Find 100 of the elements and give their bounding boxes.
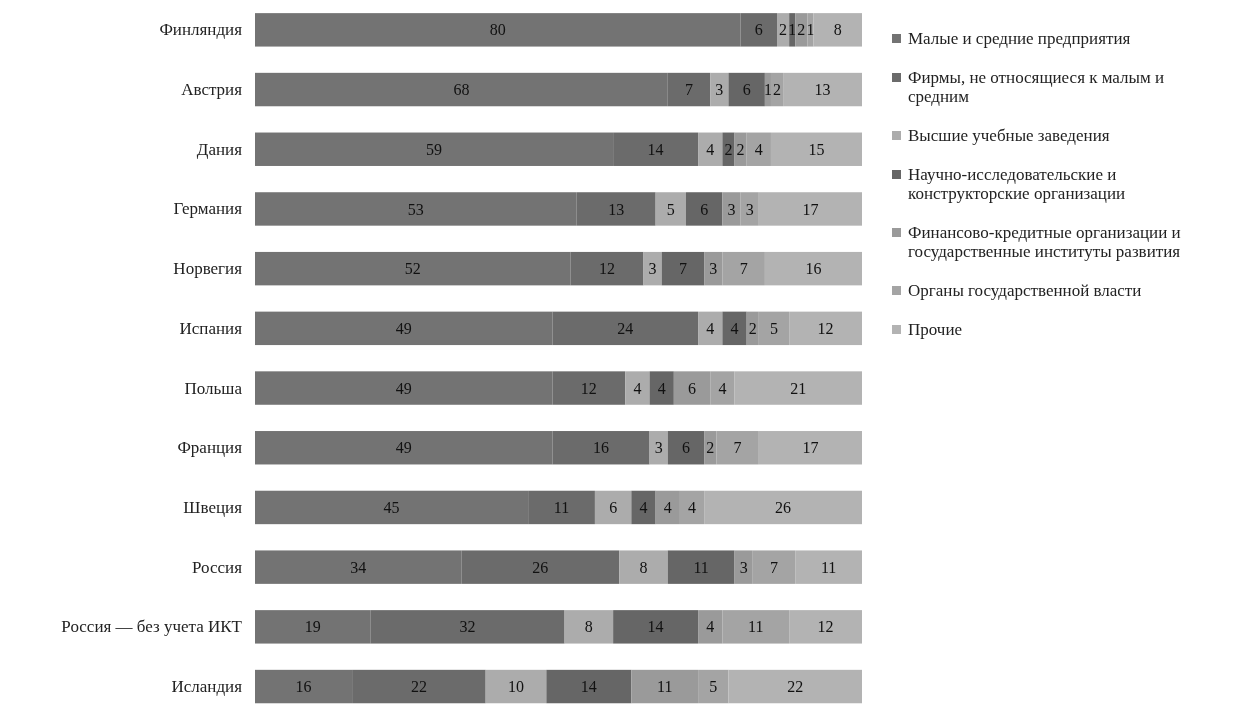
- data-label: 8: [833, 21, 842, 39]
- bar: [546, 669, 632, 704]
- bar: [789, 610, 862, 644]
- data-label: 7: [739, 260, 748, 278]
- bar: [698, 311, 723, 346]
- data-label: 80: [489, 21, 506, 39]
- data-label: 4: [706, 618, 715, 636]
- data-label: 3: [709, 260, 718, 278]
- bar: [655, 192, 686, 226]
- bar: [485, 669, 547, 704]
- y-tick-label: Испания: [179, 318, 243, 338]
- data-label: 4: [706, 319, 715, 337]
- data-label: 4: [754, 140, 763, 158]
- data-label: 26: [775, 499, 792, 517]
- y-tick-label: Дания: [196, 139, 243, 159]
- y-tick-label: Швеция: [183, 497, 243, 517]
- y-tick-label: Франция: [177, 438, 243, 458]
- data-label: 11: [693, 558, 709, 576]
- data-label: 4: [718, 379, 727, 397]
- y-tick-label: Норвегия: [173, 259, 243, 279]
- data-label: 5: [769, 319, 778, 337]
- data-label: 16: [592, 439, 609, 457]
- bar: [649, 371, 674, 405]
- data-label: 52: [404, 260, 421, 278]
- legend-label: Финансово-кредитные организации и государственные институты развития: [908, 223, 1181, 261]
- data-label: 26: [532, 558, 549, 576]
- data-label: 17: [802, 200, 819, 218]
- data-label: 7: [685, 81, 694, 99]
- data-label: 49: [395, 379, 412, 397]
- bar: [758, 431, 862, 465]
- y-tick-label: Финляндия: [159, 20, 243, 40]
- data-label: 12: [599, 260, 616, 278]
- data-label: 3: [739, 558, 748, 576]
- bar: [685, 192, 723, 226]
- data-label: 10: [508, 678, 525, 696]
- data-label: 2: [736, 140, 745, 158]
- data-label: 53: [407, 200, 424, 218]
- data-label: 49: [395, 439, 412, 457]
- bar: [783, 72, 862, 107]
- data-label: 11: [748, 618, 764, 636]
- data-label: 4: [663, 499, 672, 517]
- data-label: 14: [647, 618, 664, 636]
- bar: [758, 192, 862, 226]
- data-label: 11: [657, 678, 673, 696]
- data-label: 11: [820, 558, 837, 576]
- data-label: 16: [295, 678, 312, 696]
- bar: [764, 251, 862, 286]
- data-label: 6: [688, 379, 697, 397]
- data-label: 68: [453, 81, 470, 99]
- bar: [789, 311, 862, 346]
- data-label: 11: [553, 499, 570, 517]
- data-label: 13: [608, 200, 625, 218]
- y-tick-label: Австрия: [181, 79, 243, 99]
- bar: [667, 550, 735, 584]
- bar: [667, 431, 705, 465]
- data-label: 3: [727, 200, 736, 218]
- data-label: 6: [742, 81, 751, 99]
- data-label: 1: [788, 21, 797, 39]
- data-label: 2: [748, 319, 757, 337]
- legend-label: Научно-исследовательские и конструкторские организации: [908, 165, 1126, 203]
- data-label: 4: [706, 140, 715, 158]
- data-label: 2: [724, 140, 733, 158]
- data-label: 5: [709, 678, 718, 696]
- data-label: 8: [584, 618, 593, 636]
- data-label: 7: [733, 439, 742, 457]
- bar: [619, 550, 668, 584]
- data-label: 59: [426, 140, 443, 158]
- bar: [710, 72, 729, 107]
- data-label: 49: [395, 319, 412, 337]
- data-label: 4: [639, 499, 648, 517]
- data-label: 24: [617, 319, 634, 337]
- legend-label: Малые и средние предприятия: [908, 29, 1131, 48]
- data-label: 4: [633, 379, 642, 397]
- data-label: 3: [745, 200, 754, 218]
- bar: [813, 13, 862, 47]
- data-label: 12: [580, 379, 597, 397]
- data-label: 32: [459, 618, 476, 636]
- data-label: 2: [706, 439, 715, 457]
- y-tick-label: Россия — без учета ИКТ: [61, 617, 243, 637]
- data-label: 12: [817, 319, 834, 337]
- data-label: 1: [806, 21, 815, 39]
- bar: [722, 132, 735, 166]
- data-label: 14: [580, 678, 597, 696]
- bar: [631, 490, 656, 525]
- data-label: 34: [350, 558, 367, 576]
- bar: [795, 550, 862, 584]
- data-label: 1: [763, 81, 772, 99]
- bar: [698, 132, 723, 166]
- legend-label: Прочие: [908, 320, 963, 339]
- data-label: 2: [773, 81, 782, 99]
- bar: [594, 490, 632, 525]
- y-tick-label: Исландия: [171, 676, 243, 696]
- data-label: 22: [410, 678, 427, 696]
- data-label: 7: [769, 558, 778, 576]
- data-label: 6: [754, 21, 763, 39]
- data-label: 4: [730, 319, 739, 337]
- data-label: 8: [639, 558, 648, 576]
- bar: [643, 251, 662, 286]
- data-label: 7: [678, 260, 687, 278]
- data-label: 2: [779, 21, 788, 39]
